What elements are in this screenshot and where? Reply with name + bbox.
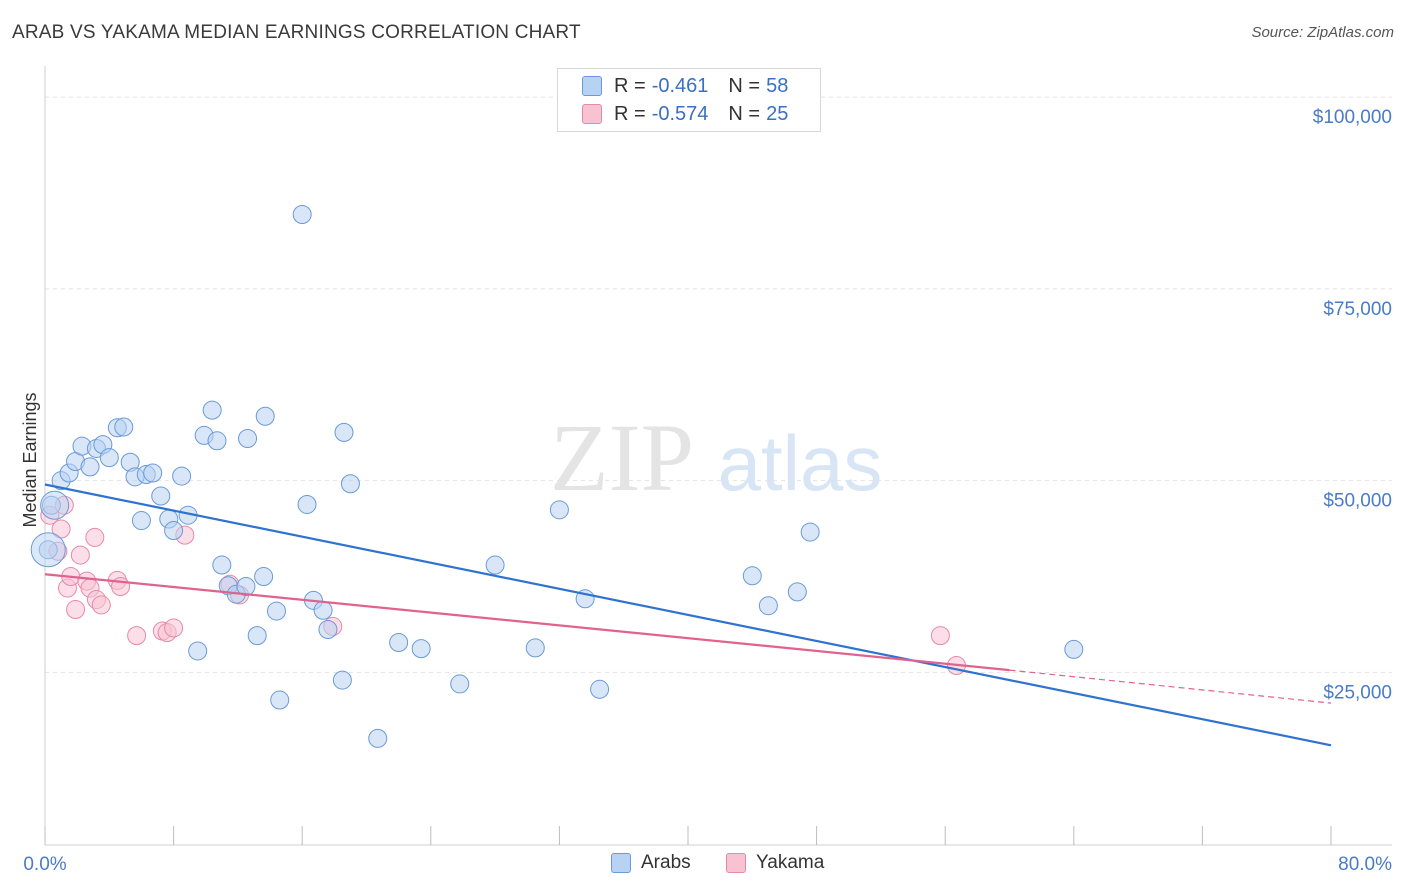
data-point [549,500,569,520]
legend-r-value: -0.574 [651,102,709,125]
legend-item-yakama[interactable]: Yakama [726,852,824,874]
series-yakama [40,495,966,676]
x-axis-ticks: 0.0% 80.0% [23,854,1392,875]
legend-n-label: N = [728,74,761,97]
data-point [292,205,312,225]
data-point-large [40,490,70,520]
data-point [151,486,171,506]
x-tick-label: 80.0% [1338,854,1392,875]
data-point [207,431,227,451]
watermark-atlas: atlas [718,419,883,507]
data-point [91,595,111,615]
data-point [368,728,388,748]
data-point [85,527,105,547]
legend-label-arabs: Arabs [641,852,691,873]
data-point [340,474,360,494]
data-point [411,639,431,659]
series-arabs [30,205,1084,748]
chart-source: Source: ZipAtlas.com [1251,24,1394,41]
legend-swatch-yakama [726,853,746,873]
legend-r-value: -0.461 [651,74,709,97]
data-point [270,690,290,710]
y-tick-label: $75,000 [1323,299,1392,320]
legend-item-arabs[interactable]: Arabs [611,852,691,874]
data-point [212,555,232,575]
data-point [80,457,100,477]
data-point [590,679,610,699]
data-point [127,626,147,646]
data-point [1064,639,1084,659]
data-point [800,522,820,542]
legend-swatch-arabs [582,76,602,96]
correlation-legend: R = -0.461 N = 58 R = -0.574 N = 25 [557,68,821,132]
data-point [525,638,545,658]
legend-swatch-yakama [582,104,602,124]
data-point [172,466,192,486]
data-point [334,422,354,442]
y-axis-ticks: $25,000 $50,000 $75,000 $100,000 [1313,107,1392,703]
legend-row-yakama: R = -0.574 N = 25 [582,102,808,126]
legend-r-label: R = [614,102,646,125]
data-point [202,400,222,420]
data-point [164,618,184,638]
data-point [114,417,134,437]
legend-swatch-arabs [611,853,631,873]
legend-row-arabs: R = -0.461 N = 58 [582,74,808,98]
data-point [255,406,275,426]
x-tick-label: 0.0% [23,854,66,875]
data-point [70,545,90,565]
legend-r-label: R = [614,74,646,97]
y-tick-label: $100,000 [1313,107,1392,128]
data-point [332,670,352,690]
data-point [930,626,950,646]
data-point [742,566,762,586]
data-point [297,494,317,514]
chart-title: ARAB VS YAKAMA MEDIAN EARNINGS CORRELATI… [12,22,581,43]
trend-line-arabs [44,483,1332,747]
trend-lines [44,483,1332,747]
data-point [266,601,286,621]
data-point-large [30,532,66,568]
data-point [313,600,333,620]
data-point [143,463,163,483]
watermark-zip: ZIP [550,404,694,511]
gridlines [45,96,1392,673]
data-point [787,582,807,602]
data-point [389,633,409,653]
watermark: ZIP atlas [550,404,882,511]
trend-line-yakama [44,573,1010,672]
data-point [188,641,208,661]
legend-n-value: 58 [766,74,789,97]
data-point [99,448,119,468]
series-legend: Arabs Yakama [0,852,1406,876]
y-tick-label: $50,000 [1323,491,1392,512]
data-point [236,577,256,597]
y-tick-label: $25,000 [1323,682,1392,703]
data-point [485,555,505,575]
legend-n-value: 25 [766,102,789,125]
data-point [164,521,184,541]
axes [44,66,1392,846]
trend-line-yakama-extension [1009,669,1332,704]
data-point [318,619,338,639]
data-point [247,626,267,646]
data-point [450,674,470,694]
data-point [66,600,86,620]
data-point [758,596,778,616]
data-point [238,428,258,448]
legend-label-yakama: Yakama [756,852,825,873]
data-point [254,567,274,587]
legend-n-label: N = [728,102,761,125]
data-point [131,511,151,531]
y-axis-label: Median Earnings [20,392,40,527]
